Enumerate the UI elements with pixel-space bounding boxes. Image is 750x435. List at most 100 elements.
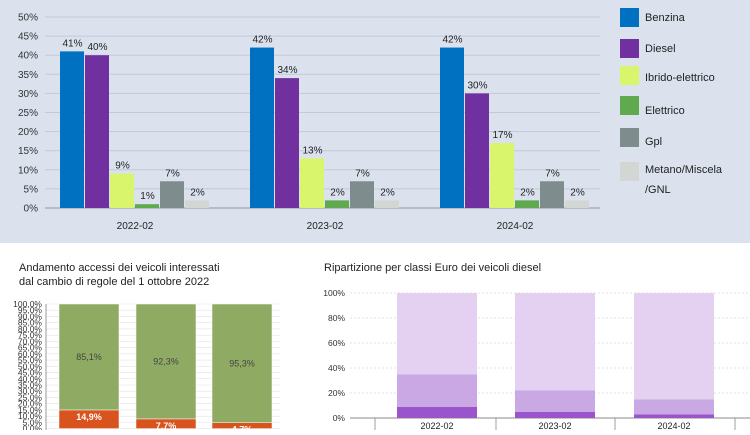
y-tick-label: 35% (18, 70, 38, 81)
access-trend-chart-panel: Andamento accessi dei veicoli interessat… (0, 248, 283, 435)
y-tick-label: 0% (24, 204, 39, 215)
bar (490, 143, 514, 208)
vehicle-fuel-chart-panel: 0% 5% 10% 15% 20% 25% 30% 35% 40% 45% 50% 41% 40% 9% 1… (0, 0, 750, 243)
y-tick-label: 0,0% (23, 424, 43, 430)
bar-segment (58, 409, 120, 429)
bar (60, 51, 84, 208)
x-category-label: 2024-02 (657, 421, 690, 430)
x-category-label: 2022-02 (117, 221, 154, 232)
bar (375, 200, 399, 208)
y-tick-label: 85,0% (18, 318, 43, 328)
legend-swatch (620, 128, 639, 147)
bar-value-label: 2% (520, 187, 535, 198)
y-tick-label: 45% (18, 32, 38, 43)
bar-value-label: 17% (492, 130, 512, 141)
bar (250, 47, 274, 209)
bar-value-label: 7% (545, 168, 560, 179)
bar-value-label: 9% (115, 161, 130, 172)
y-tick-label: 20% (328, 388, 345, 398)
legend-label: Diesel (645, 43, 676, 55)
y-tick-label: 40% (328, 363, 345, 373)
y-tick-label: 70,0% (18, 336, 43, 346)
access-chart-title: Andamento accessi dei veicoli interessat… (19, 261, 220, 289)
bar (275, 78, 299, 209)
y-tick-label: 15,0% (18, 405, 43, 415)
legend-swatch (620, 66, 639, 85)
bar-segment (135, 303, 197, 420)
y-tick-label: 50% (18, 13, 38, 24)
y-tick-label: 45,0% (18, 368, 43, 378)
bar (85, 55, 109, 209)
y-tick-label: 30% (18, 89, 38, 100)
bar-value-label: 30% (467, 80, 487, 91)
segment-value-label: 95,3% (229, 358, 255, 368)
bar (325, 200, 349, 208)
legend-label: Metano/Miscela (645, 164, 723, 176)
access-chart-title-line-1: Andamento accessi dei veicoli interessat… (19, 262, 220, 274)
bar (515, 200, 539, 208)
y-tick-label: 20% (18, 127, 38, 138)
euro-chart-title: Ripartizione per classi Euro dei veicoli… (324, 262, 542, 274)
y-tick-label: 100,0% (13, 299, 42, 309)
legend-label: Elettrico (645, 105, 685, 117)
y-tick-label: 60% (328, 338, 345, 348)
legend-swatch (620, 39, 639, 58)
bar-value-label: 34% (277, 65, 297, 76)
y-tick-label: 35,0% (18, 380, 43, 390)
x-category-label: 2022-02 (420, 421, 453, 430)
y-tick-label: 5% (24, 184, 39, 195)
segment-value-label: 7,7% (156, 421, 177, 430)
euro-class-stacked-bar-chart: 0% 20% 40% 60% 80% 100% 2022-02 2023-02 2024-02 (323, 288, 750, 431)
y-tick-label: 30,0% (18, 386, 43, 396)
y-tick-label: 25,0% (18, 392, 43, 402)
y-tick-label: 80% (328, 313, 345, 323)
access-chart-title-line-2: dal cambio di regole del 1 ottobre 2022 (19, 276, 210, 288)
bar-value-label: 7% (355, 168, 370, 179)
legend-swatch (620, 162, 639, 181)
segment-value-label: 4,7% (232, 425, 253, 430)
access-stacked-bar-chart: 100,0%95,0%90,0%85,0%80,0%75,0%70,0%65,0… (13, 299, 280, 435)
bar-value-label: 1% (140, 191, 155, 202)
bar-value-label: 41% (62, 38, 82, 49)
y-tick-label: 75,0% (18, 330, 43, 340)
bar (185, 200, 209, 208)
segment-value-label: 92,3% (153, 357, 179, 367)
x-category-label: 2023-02 (538, 421, 571, 430)
legend-swatch (620, 96, 639, 115)
bar-value-label: 42% (252, 35, 272, 46)
bar-value-label: 42% (442, 35, 462, 46)
legend-label: Ibrido-elettrico (645, 72, 715, 84)
bar-value-label: 7% (165, 168, 180, 179)
bar-segment (515, 411, 595, 418)
y-tick-label: 80,0% (18, 324, 43, 334)
x-category-label: 2024-02 (497, 221, 534, 232)
y-tick-label: 5,0% (23, 417, 43, 427)
bar-segment (634, 414, 714, 418)
y-tick-label: 25% (18, 108, 38, 119)
segment-value-label: 14,9% (76, 412, 102, 422)
bar (160, 181, 184, 208)
bar-segment (397, 293, 477, 375)
bar-segment (634, 399, 714, 415)
y-tick-label: 95,0% (18, 305, 43, 315)
legend-swatch (620, 8, 639, 27)
y-tick-label: 100% (323, 288, 345, 298)
bar (565, 200, 589, 208)
segment-value-label: 85,1% (76, 352, 102, 362)
bar (440, 47, 464, 209)
bar (540, 181, 564, 208)
legend-label: Gpl (645, 136, 662, 148)
bar-value-label: 2% (380, 187, 395, 198)
bar (135, 204, 159, 208)
fuel-type-bar-chart: 0% 5% 10% 15% 20% 25% 30% 35% 40% 45% 50% 41% 40% 9% 1… (18, 8, 723, 232)
bar-segment (634, 293, 714, 400)
legend-label: /GNL (645, 184, 671, 196)
bar-segment (515, 293, 595, 391)
y-tick-label: 60,0% (18, 349, 43, 359)
y-tick-label: 90,0% (18, 311, 43, 321)
bar-segment (397, 406, 477, 418)
legend-label: Benzina (645, 12, 686, 24)
y-tick-label: 10% (18, 165, 38, 176)
bar (110, 173, 134, 208)
bar-segment (211, 303, 273, 423)
